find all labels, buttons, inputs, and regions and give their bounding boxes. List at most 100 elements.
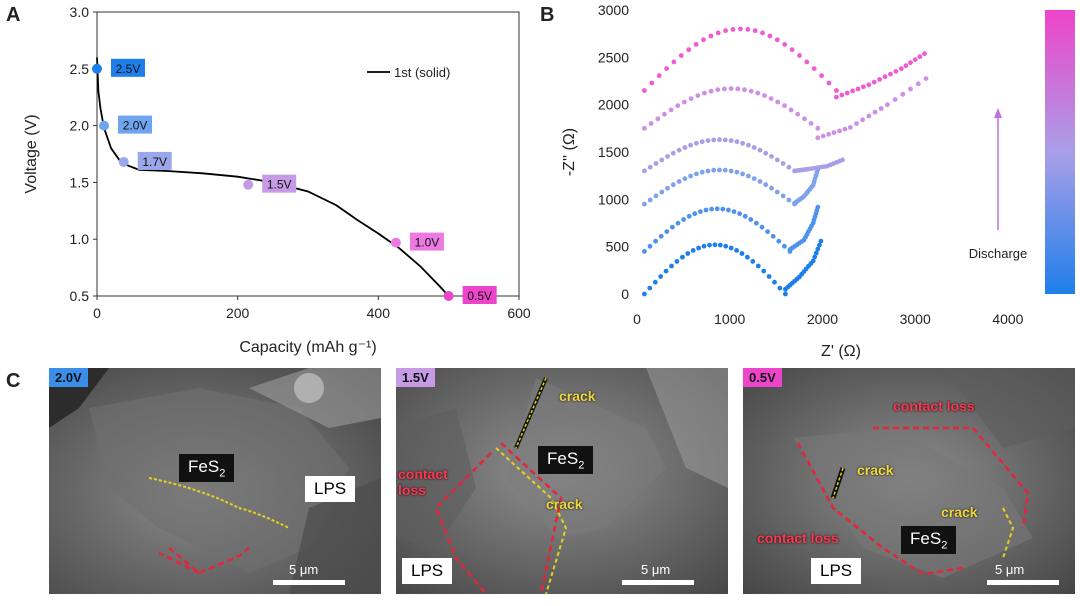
- x-axis-label: Z' (Ω): [821, 343, 861, 360]
- impedance-point: [813, 250, 819, 256]
- voltage-tag-bg: [137, 151, 172, 170]
- impedance-point: [658, 233, 664, 239]
- impedance-point: [688, 142, 693, 148]
- impedance-point: [717, 167, 722, 173]
- impedance-point: [711, 167, 717, 173]
- impedance-point: [728, 138, 734, 144]
- impedance-point: [782, 243, 787, 249]
- y-tick-label: 3000: [598, 2, 629, 18]
- impedance-point: [840, 157, 845, 163]
- impedance-point: [797, 53, 802, 58]
- impedance-point: [789, 47, 795, 53]
- contact-loss-label: contact loss: [893, 398, 975, 414]
- scale-bar-label: 5 μm: [289, 562, 319, 577]
- impedance-point: [783, 291, 788, 297]
- impedance-point: [908, 60, 913, 66]
- impedance-point: [745, 27, 751, 32]
- impedance-point: [815, 125, 821, 131]
- x-tick-label: 3000: [900, 311, 931, 327]
- impedance-point: [837, 128, 842, 134]
- impedance-point: [705, 168, 711, 174]
- x-tick-label: 2000: [807, 311, 838, 327]
- nyquist-svg: 0 1000 2000 3000 4000 0 500 1000 1500 2000 2500 300…: [561, 2, 1075, 360]
- impedance-point: [685, 251, 691, 256]
- impedance-point: [665, 154, 670, 159]
- impedance-point: [693, 42, 699, 47]
- y-tick-label: 0: [621, 286, 629, 302]
- impedance-point: [752, 28, 758, 34]
- impedance-point: [775, 99, 781, 105]
- impedance-point: [696, 245, 701, 251]
- impedance-point: [709, 206, 714, 212]
- legend-label: 1st (solid): [394, 65, 450, 80]
- scale-bar: [273, 580, 345, 585]
- impedance-point: [834, 88, 839, 93]
- impedance-point: [648, 121, 654, 126]
- impedance-point: [826, 131, 831, 137]
- impedance-point: [671, 59, 677, 65]
- y-tick-label: 1.0: [70, 231, 90, 247]
- impedance-point: [686, 213, 692, 219]
- impedance-point: [701, 37, 706, 43]
- impedance-point: [642, 249, 647, 254]
- scale-bar-label: 5 μm: [641, 562, 671, 577]
- impedance-point: [885, 102, 890, 108]
- sem-texture: [743, 368, 1075, 594]
- impedance-point: [728, 245, 734, 251]
- voltage-tag: 2.5V: [116, 62, 141, 76]
- voltage-tag: 1.5V: [267, 178, 292, 192]
- impedance-point: [726, 207, 731, 213]
- panel-label-b: B: [540, 4, 555, 26]
- impedance-point: [698, 209, 703, 215]
- impedance-point: [917, 54, 923, 60]
- impedance-point: [871, 79, 877, 85]
- impedance-point: [815, 246, 821, 252]
- impedance-point: [872, 109, 878, 115]
- x-tick-label: 1000: [714, 311, 745, 327]
- voltage-tag: 0.5V: [467, 289, 492, 303]
- impedance-point: [847, 125, 853, 130]
- impedance-point: [786, 164, 792, 170]
- y-tick-label: 1.5: [70, 174, 90, 190]
- impedance-point: [735, 86, 741, 92]
- impedance-point: [720, 206, 726, 212]
- impedance-point: [908, 86, 913, 92]
- impedance-point: [653, 161, 659, 166]
- impedance-point: [740, 171, 745, 177]
- impedance-point: [708, 88, 714, 94]
- impedance-point: [642, 168, 647, 174]
- impedance-point: [663, 268, 669, 274]
- impedance-point: [903, 63, 909, 69]
- sem-texture: [396, 368, 728, 594]
- impedance-point: [642, 291, 647, 297]
- impedance-point: [850, 88, 855, 94]
- impedance-point: [742, 213, 748, 219]
- impedance-point: [866, 82, 872, 88]
- impedance-point: [659, 189, 665, 195]
- y-tick-label: 1000: [598, 191, 629, 207]
- impedance-point: [701, 243, 707, 249]
- impedance-point: [731, 209, 737, 215]
- impedance-point: [682, 99, 687, 105]
- impedance-point: [780, 161, 786, 166]
- impedance-point: [739, 251, 745, 256]
- impedance-point: [839, 92, 845, 98]
- impedance-point: [774, 189, 780, 195]
- y-axis-label: -Z'' (Ω): [561, 128, 578, 176]
- impedance-point: [647, 197, 653, 203]
- impedance-point: [769, 185, 774, 191]
- impedance-point: [782, 42, 788, 47]
- impedance-point: [712, 242, 718, 248]
- voltage-tag-bg: [118, 115, 153, 134]
- impedance-point: [658, 274, 664, 279]
- voltage-marker: [118, 156, 129, 167]
- impedance-point: [860, 117, 865, 123]
- impedance-point: [659, 157, 665, 163]
- sem-voltage-badge: 2.0V: [49, 368, 88, 387]
- y-tick-label: 3.0: [70, 4, 90, 20]
- impedance-point: [893, 69, 899, 74]
- x-tick-label: 600: [507, 305, 531, 321]
- impedance-point: [702, 90, 707, 96]
- voltage-capacity-chart: A 0 200 400 600 0.5 1.0 1.5 2.0 2.5 3.0 Capacity (…: [0, 0, 540, 365]
- voltage-marker: [92, 63, 102, 74]
